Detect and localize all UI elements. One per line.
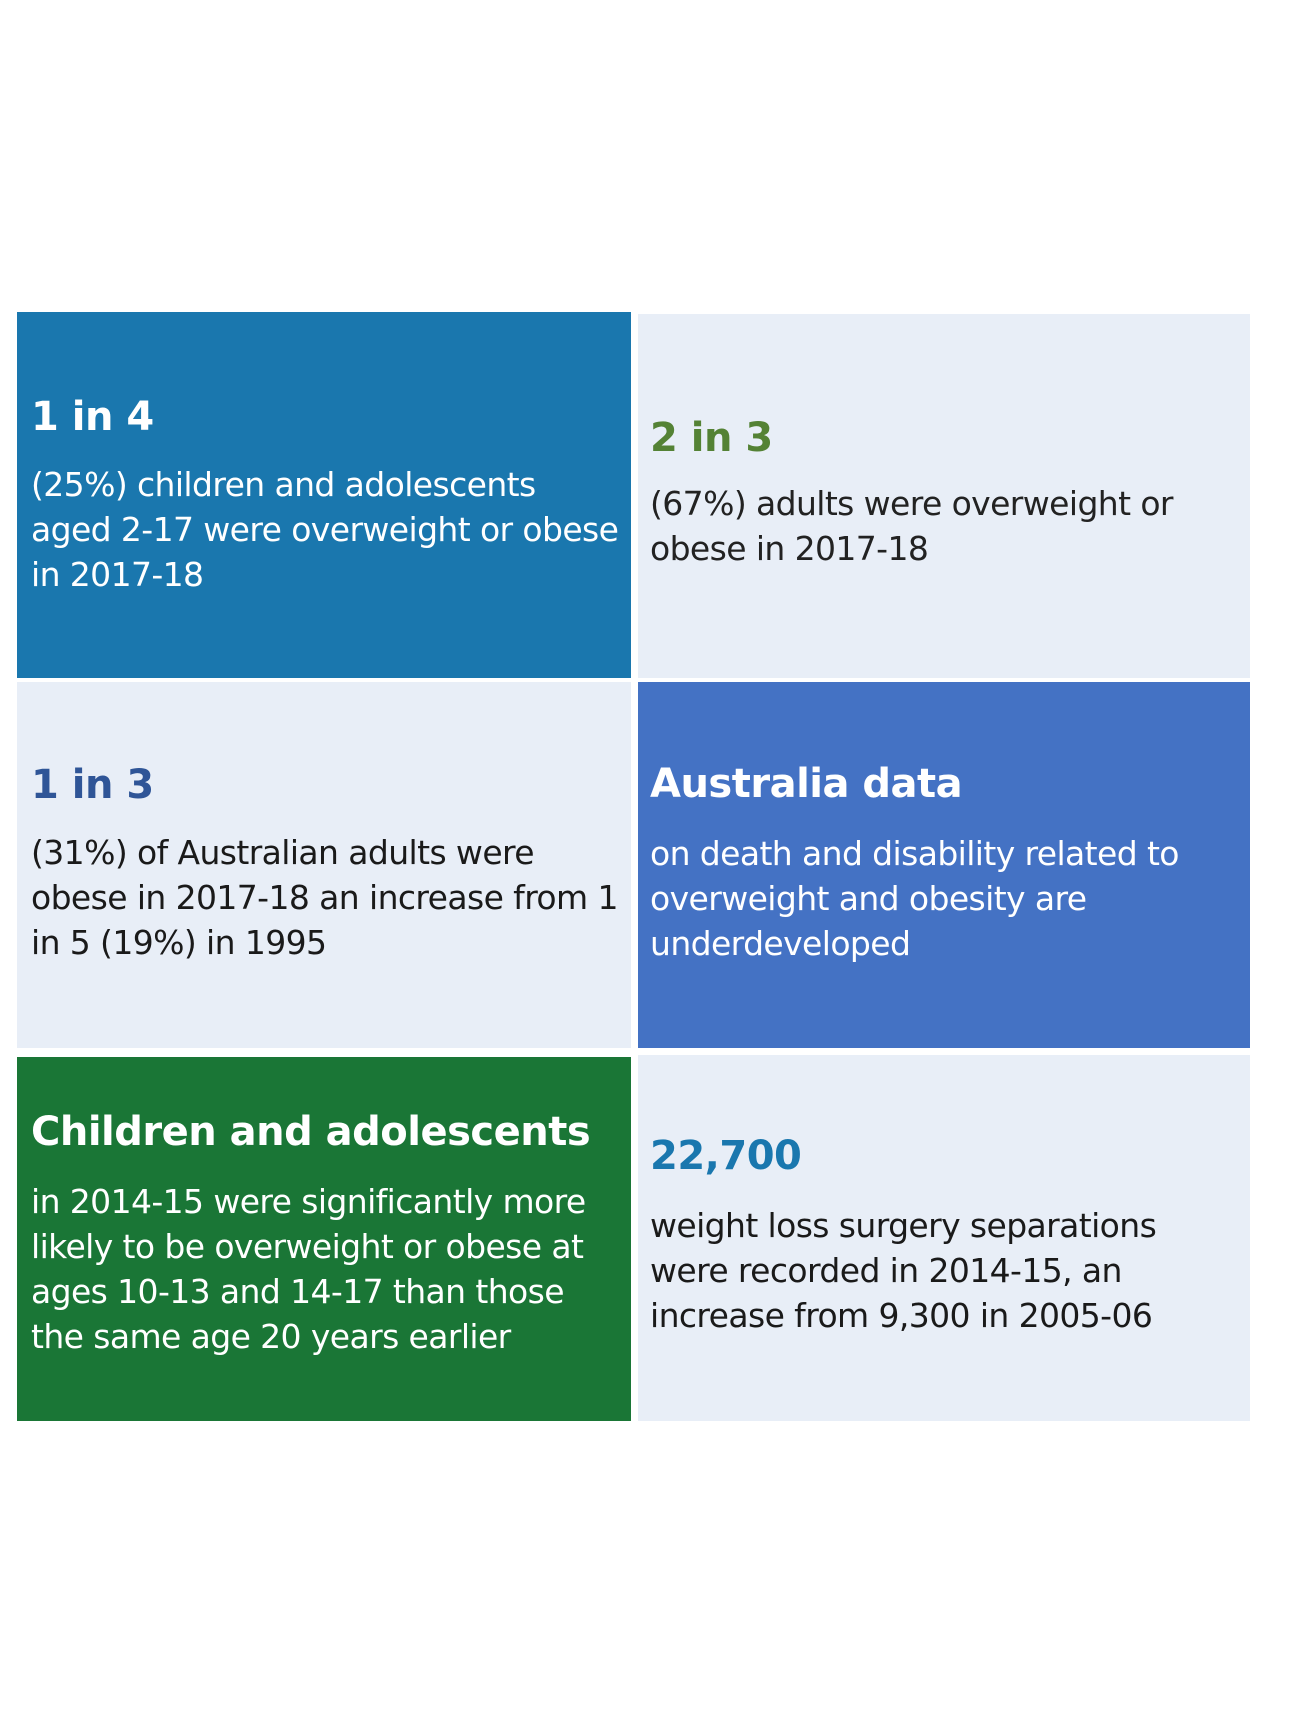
stat-headline: 1 in 3 <box>31 761 154 808</box>
stat-description: weight loss surgery separations were rec… <box>650 1205 1157 1335</box>
stat-tile-children-trend: Children and adolescents in 2014-15 were… <box>17 1057 631 1421</box>
stat-description: (31%) of Australian adults were obese in… <box>31 832 618 962</box>
stat-headline: 2 in 3 <box>650 415 773 461</box>
stat-headline: 1 in 4 <box>31 393 154 440</box>
stat-tile-australia-data: Australia data on death and disability r… <box>638 682 1250 1048</box>
stat-headline: Children and adolescents <box>31 1109 591 1155</box>
stat-description: on death and disability related to overw… <box>650 833 1179 963</box>
stat-description: (25%) children and adolescents aged 2-17… <box>31 464 619 594</box>
stat-headline: Australia data <box>650 760 963 807</box>
stat-description: (67%) adults were overweight or obese in… <box>650 484 1173 568</box>
stat-tile-adults-ratio: 2 in 3 (67%) adults were overweight or o… <box>638 314 1250 678</box>
stat-description: in 2014-15 were significantly more likel… <box>31 1182 586 1356</box>
stat-headline: 22,700 <box>650 1132 802 1179</box>
stat-tile-children-ratio: 1 in 4 (25%) children and adolescents ag… <box>17 312 631 678</box>
stat-tile-surgery: 22,700 weight loss surgery separations w… <box>638 1055 1250 1421</box>
stat-tile-obese-adults: 1 in 3 (31%) of Australian adults were o… <box>17 682 631 1048</box>
